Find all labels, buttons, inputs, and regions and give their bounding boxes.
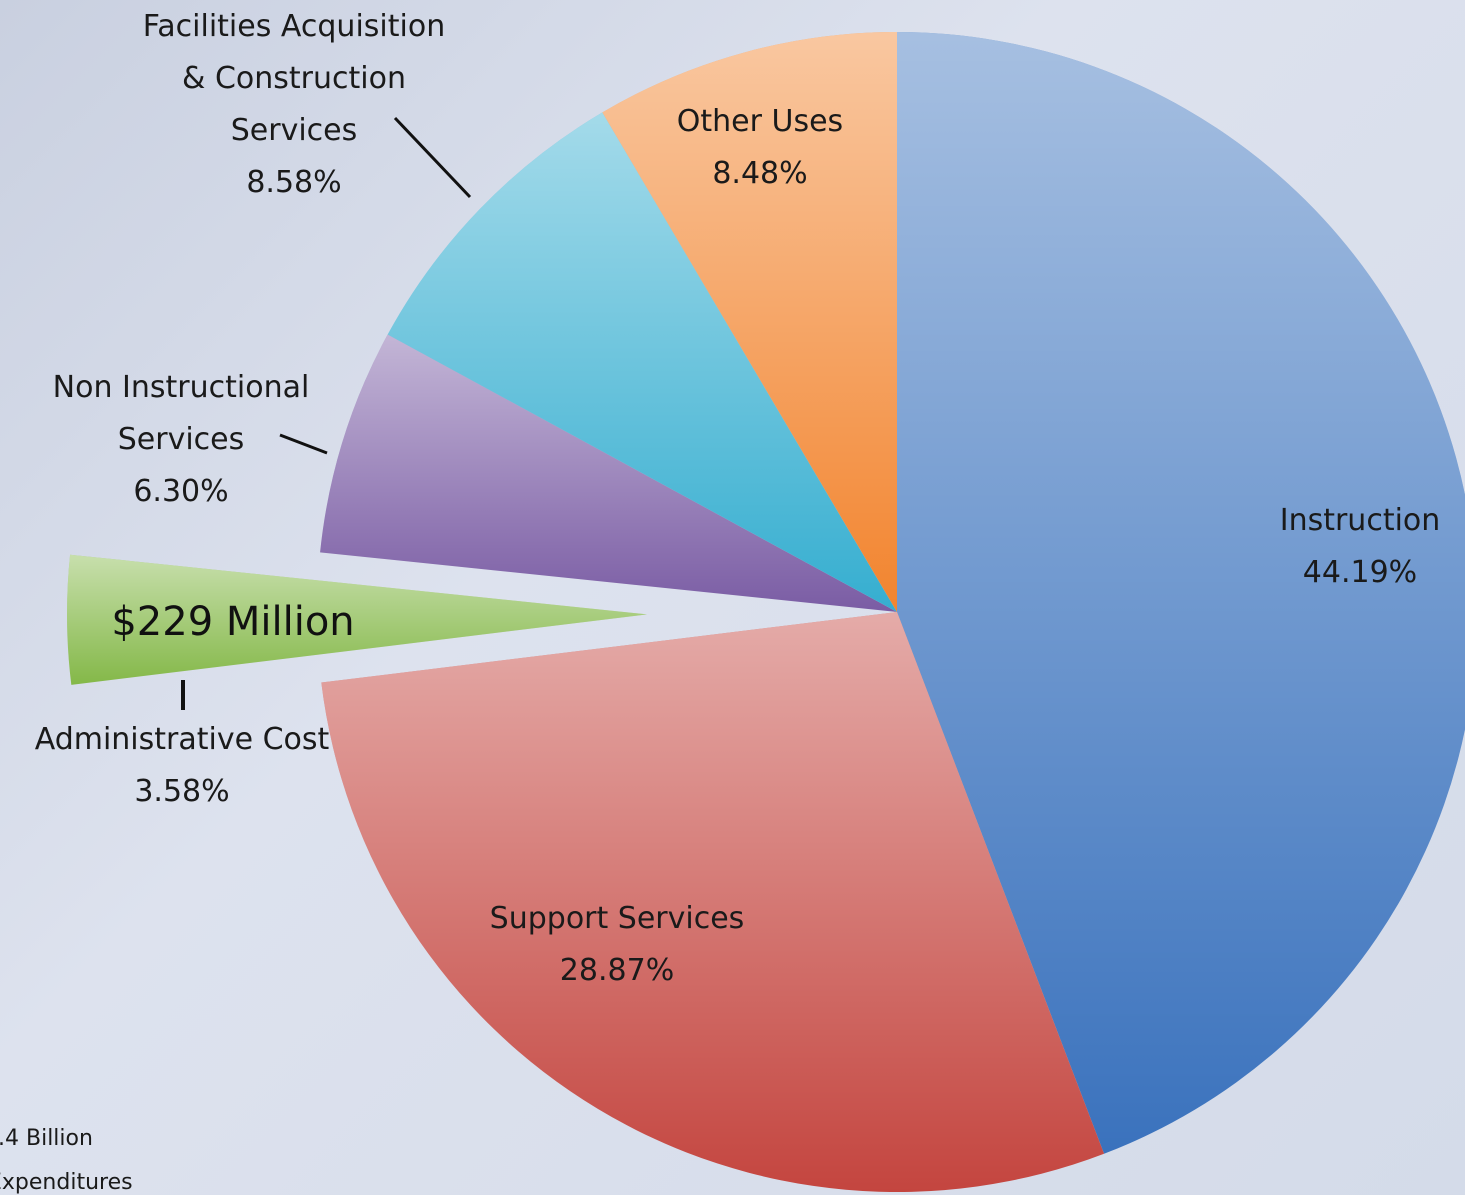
annotation: $229 Million xyxy=(111,599,354,645)
slice-highlight xyxy=(321,612,1105,1192)
slice-group xyxy=(897,32,1465,1154)
category-label: Administrative Cost xyxy=(34,722,330,757)
category-label: Instruction xyxy=(1279,503,1441,538)
annotation: Expenditures xyxy=(0,1170,133,1195)
value-label: 6.30% xyxy=(133,474,229,509)
category-label: Non Instructional Services xyxy=(52,370,310,457)
slice-highlight xyxy=(897,32,1465,1154)
slice-highlight xyxy=(387,112,897,613)
slice-label: Administrative Cost 3.58% xyxy=(35,714,330,818)
slice-group xyxy=(320,334,897,612)
category-label: Other Uses xyxy=(676,104,844,139)
annotation: .4 Billion xyxy=(0,1126,93,1151)
leader-line xyxy=(393,116,472,199)
slice-highlight xyxy=(602,32,897,612)
slice-group xyxy=(602,32,897,612)
leader-line xyxy=(279,433,328,455)
slice-label: Non Instructional Services 6.30% xyxy=(53,362,310,518)
slice-label: Instruction 44.19% xyxy=(1280,495,1441,599)
slice-highlight xyxy=(67,554,648,685)
value-label: 28.87% xyxy=(559,953,675,988)
slice-label: Support Services 28.87% xyxy=(490,893,745,997)
category-label: Facilities Acquisition & Construction Se… xyxy=(142,9,446,148)
slice-highlight xyxy=(320,334,897,612)
value-label: 3.58% xyxy=(134,774,230,809)
slice-group xyxy=(387,112,897,613)
slice-group xyxy=(321,612,1105,1192)
value-label: 44.19% xyxy=(1302,555,1418,590)
value-label: 8.48% xyxy=(712,156,808,191)
value-label: 8.58% xyxy=(246,165,342,200)
category-label: Support Services xyxy=(489,901,745,936)
slice-group xyxy=(67,554,648,685)
slice-label: Other Uses 8.48% xyxy=(677,96,843,200)
slice-label: Facilities Acquisition & Construction Se… xyxy=(143,1,445,209)
